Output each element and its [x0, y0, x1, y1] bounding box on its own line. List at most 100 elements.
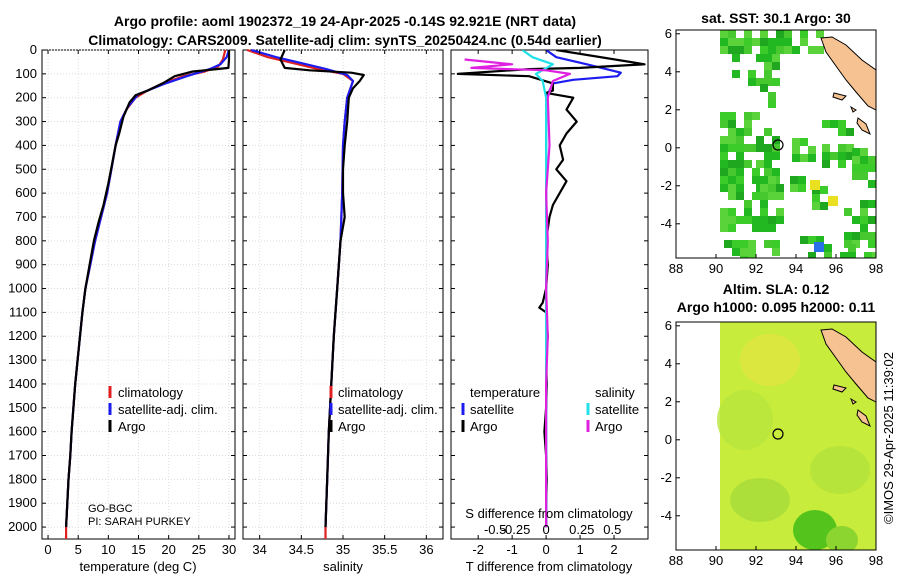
sst-cell: [768, 100, 776, 108]
sst-cell: [860, 208, 868, 216]
sst-cell: [776, 46, 784, 54]
sst-map-title: sat. SST: 30.1 Argo: 30: [701, 10, 851, 26]
sst-cell: [822, 152, 830, 160]
sst-cell: [728, 144, 736, 152]
sst-cell: [744, 112, 752, 120]
sst-cell: [840, 252, 848, 258]
sst-cell: [822, 144, 830, 152]
sst-cell: [764, 152, 772, 160]
sla-map-xtick-label: 96: [829, 553, 843, 568]
sumatra-land: [820, 36, 876, 111]
sst-cell: [800, 30, 808, 38]
sst-cell: [776, 192, 784, 200]
simeulue-island: [832, 92, 847, 101]
sst-cell: [764, 144, 772, 152]
copyright-label: ©IMOS 29-Apr-2025 11:39:02: [881, 352, 896, 524]
sst-cell: [808, 236, 816, 244]
sla-map-ytick-label: 4: [665, 356, 672, 371]
difference-xtick-label: 0: [542, 542, 549, 557]
sst-cell: [760, 30, 768, 38]
sst-map-ytick-label: 2: [665, 102, 672, 117]
temperature-xlabel: temperature (deg C): [79, 559, 196, 574]
sst-cell: [752, 112, 760, 120]
sst-cell: [838, 160, 846, 168]
sst-cell: [752, 224, 760, 232]
sst-cell: [736, 144, 744, 152]
sla-patch: [826, 526, 858, 550]
sst-cell: [852, 232, 860, 240]
sst-cell: [860, 148, 868, 156]
simeulue-island: [832, 384, 847, 393]
depth-tick-label: 1500: [8, 400, 37, 415]
sst-cell: [728, 38, 736, 46]
sst-cell: [728, 136, 736, 144]
sst-cell: [760, 46, 768, 54]
sst-cell: [868, 156, 876, 164]
sst-cell: [808, 46, 816, 54]
sst-cell: [736, 152, 744, 160]
salinity-xtick-label: 36: [419, 542, 433, 557]
sst-cell: [852, 148, 860, 156]
sst-cell: [790, 184, 798, 192]
sst-cell: [852, 216, 860, 224]
sst-cell: [820, 202, 828, 210]
depth-tick-label: 0: [30, 42, 37, 57]
sla-map-field: [676, 322, 876, 550]
sst-cell: [846, 152, 854, 160]
depth-tick-label: 800: [15, 233, 37, 248]
sst-cell: [764, 160, 772, 168]
salinity-xtick-label: 34: [252, 542, 266, 557]
sst-cell: [756, 136, 764, 144]
sst-cell: [744, 120, 752, 128]
depth-tick-label: 1700: [8, 448, 37, 463]
sst-cell: [740, 248, 748, 256]
temperature-legend: climatology satellite-adj. clim. Argo: [108, 385, 218, 434]
sst-cell: [736, 216, 744, 224]
sst-cell: [720, 112, 728, 120]
legend-title-temperature: temperature: [470, 385, 540, 400]
sst-cell: [808, 146, 816, 154]
sst-cell: [720, 224, 728, 232]
sst-map-xtick-label: 94: [789, 261, 803, 276]
sla-map-xtick-label: 92: [749, 553, 763, 568]
sst-cell: [744, 46, 752, 54]
sst-cell: [844, 232, 852, 240]
legend-label-s-argo: Argo: [595, 419, 622, 434]
sst-cell: [728, 160, 736, 168]
sst-cell: [768, 46, 776, 54]
depth-tick-label: 900: [15, 257, 37, 272]
sst-map-ytick-label: 0: [665, 140, 672, 155]
sst-cell: [760, 224, 768, 232]
sla-patch: [717, 390, 773, 450]
depth-tick-label: 100: [15, 66, 37, 81]
legend-label-t-argo: Argo: [470, 419, 497, 434]
sst-cell: [812, 194, 820, 202]
sst-cell: [744, 160, 752, 168]
sst-cell: [764, 128, 772, 136]
sst-cell: [798, 184, 806, 192]
difference-xtick-label: 2: [610, 542, 617, 557]
sst-cell: [728, 168, 736, 176]
sst-cell: [816, 30, 824, 38]
sst-cell: [808, 252, 816, 258]
sst-cell: [764, 70, 772, 78]
sst-cell: [772, 62, 780, 70]
sst-map-ytick-label: -4: [660, 216, 672, 231]
sst-map-xtick-label: 88: [669, 261, 683, 276]
sla-float-marker: [772, 428, 784, 440]
sst-cell: [756, 78, 764, 86]
sst-cell: [720, 184, 728, 192]
sst-cell: [852, 172, 860, 180]
difference-xtick-label: -2: [472, 542, 484, 557]
sst-cell: [752, 168, 760, 176]
sst-cell: [776, 184, 784, 192]
sst-cell: [720, 176, 728, 184]
sla-patch: [810, 446, 870, 494]
sst-cell: [748, 70, 756, 78]
small-island: [849, 105, 857, 113]
depth-tick-label: 200: [15, 90, 37, 105]
sla-map-subtitle: Argo h1000: 0.095 h2000: 0.11: [677, 299, 876, 315]
sst-cell: [852, 164, 860, 172]
sst-cell: [808, 154, 816, 162]
